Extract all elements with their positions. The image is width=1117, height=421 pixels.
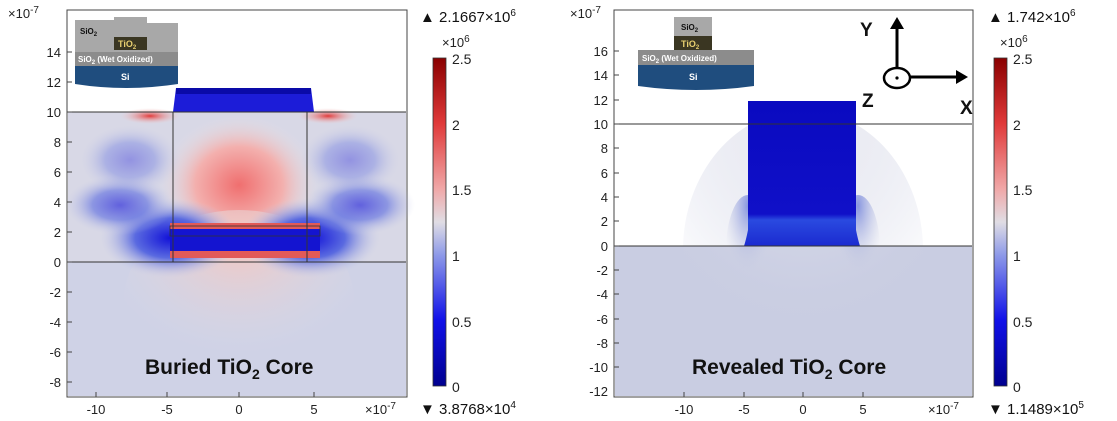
left-colorbar-scale: ×106: [442, 34, 470, 50]
y-tick-label: 8: [54, 135, 61, 150]
left-colorbar: [432, 57, 447, 387]
left-inset-stack: SiO2 TiO2 SiO2 (Wet Oxidized) Si: [75, 17, 178, 88]
svg-text:TiO2: TiO2: [681, 39, 700, 51]
y-tick-label: 4: [601, 190, 608, 205]
left-core-blue: [170, 229, 320, 251]
x-tick-label: -10: [675, 402, 694, 417]
colorbar-tick-label: 2: [452, 117, 460, 133]
colorbar-tick-label: 1.5: [1013, 182, 1033, 198]
y-tick-label: 0: [54, 255, 61, 270]
left-panel: ×10-7 14 12 10 8 6 4 2 0 -2 -4 -6 -8 -10…: [8, 5, 516, 418]
left-y-ticks: 14 12 10 8 6 4 2 0 -2 -4 -6 -8: [47, 45, 61, 390]
y-tick-label: -4: [49, 315, 61, 330]
left-colorbar-ticks: 2.5 2 1.5 1 0.5 0: [452, 51, 472, 395]
x-tick-label: -5: [738, 402, 750, 417]
right-x-ticks: -10 -5 0 5: [675, 402, 867, 417]
y-tick-label: -6: [49, 345, 61, 360]
y-tick-label: 10: [47, 105, 61, 120]
svg-text:SiO2: SiO2: [681, 23, 699, 34]
y-tick-label: 14: [594, 68, 608, 83]
colorbar-tick-label: 1: [1013, 248, 1021, 264]
x-axis-label: X: [960, 98, 973, 119]
right-colorbar: [993, 57, 1008, 387]
svg-text:Si: Si: [689, 72, 698, 82]
x-tick-label: -10: [87, 402, 106, 417]
left-x-exponent: ×10-7: [365, 401, 396, 417]
right-y-exponent: ×10-7: [570, 5, 601, 21]
right-min-marker: ▼ 1.1489×105: [988, 400, 1084, 418]
z-axis-label: Z: [862, 91, 874, 112]
colorbar-tick-label: 0.5: [452, 314, 472, 330]
left-red-corner-left: [120, 108, 180, 124]
y-tick-label: 0: [601, 239, 608, 254]
left-min-marker: ▼ 3.8768×104: [420, 400, 516, 418]
y-tick-label: 2: [54, 225, 61, 240]
y-tick-label: -12: [589, 384, 608, 399]
colorbar-tick-label: 0: [1013, 379, 1021, 395]
svg-text:SiO2: SiO2: [80, 27, 98, 38]
colorbar-tick-label: 1: [452, 248, 460, 264]
y-tick-label: 2: [601, 214, 608, 229]
left-max-marker: ▲ 2.1667×106: [420, 8, 516, 26]
y-tick-label: 14: [47, 45, 61, 60]
right-max-marker: ▲ 1.742×106: [988, 8, 1076, 26]
y-axis-label: Y: [860, 20, 873, 41]
right-inset-stack: SiO2 TiO2 SiO2 (Wet Oxidized) Si: [638, 17, 754, 90]
colorbar-tick-label: 0.5: [1013, 314, 1033, 330]
axes-triad: Y X Z: [860, 17, 973, 119]
x-tick-label: 5: [310, 402, 317, 417]
y-tick-label: -4: [596, 287, 608, 302]
svg-text:SiO2 (Wet Oxidized): SiO2 (Wet Oxidized): [642, 54, 717, 65]
x-tick-label: 5: [859, 402, 866, 417]
svg-text:SiO2 (Wet Oxidized): SiO2 (Wet Oxidized): [78, 55, 153, 66]
y-tick-label: -8: [596, 336, 608, 351]
left-caption: Buried TiO2 Core: [145, 356, 314, 383]
right-x-exponent: ×10-7: [928, 401, 959, 417]
left-y-exponent: ×10-7: [8, 5, 39, 21]
right-y-ticks: 16 14 12 10 8 6 4 2 0 -2 -4 -6 -8 -10 -1…: [589, 44, 608, 399]
y-tick-label: -2: [49, 285, 61, 300]
svg-text:Si: Si: [121, 72, 130, 82]
y-tick-label: 10: [594, 117, 608, 132]
colorbar-tick-label: 2: [1013, 117, 1021, 133]
y-tick-label: -10: [589, 360, 608, 375]
y-tick-label: -6: [596, 312, 608, 327]
y-tick-label: -2: [596, 263, 608, 278]
right-colorbar-ticks: 2.5 2 1.5 1 0.5 0: [1013, 51, 1033, 395]
colorbar-tick-label: 2.5: [1013, 51, 1033, 67]
colorbar-tick-label: 0: [452, 379, 460, 395]
y-tick-label: -8: [49, 375, 61, 390]
svg-text:TiO2: TiO2: [118, 39, 137, 51]
x-tick-label: 0: [799, 402, 806, 417]
x-tick-label: 0: [235, 402, 242, 417]
right-caption: Revealed TiO2 Core: [692, 356, 887, 383]
right-panel: ×10-7 16 14 12 10 8 6 4 2 0 -2 -4 -6 -8 …: [570, 5, 1084, 418]
y-tick-label: 6: [54, 165, 61, 180]
right-colorbar-scale: ×106: [1000, 34, 1028, 50]
y-tick-label: 12: [47, 75, 61, 90]
y-tick-label: 12: [594, 93, 608, 108]
y-tick-label: 4: [54, 195, 61, 210]
colorbar-tick-label: 1.5: [452, 182, 472, 198]
left-x-ticks: -10 -5 0 5: [87, 402, 318, 417]
x-tick-label: -5: [161, 402, 173, 417]
y-tick-label: 8: [601, 141, 608, 156]
left-core-red-bottom: [170, 251, 320, 258]
right-rib: [744, 101, 860, 246]
y-tick-label: 16: [594, 44, 608, 59]
colorbar-tick-label: 2.5: [452, 51, 472, 67]
y-tick-label: 6: [601, 166, 608, 181]
